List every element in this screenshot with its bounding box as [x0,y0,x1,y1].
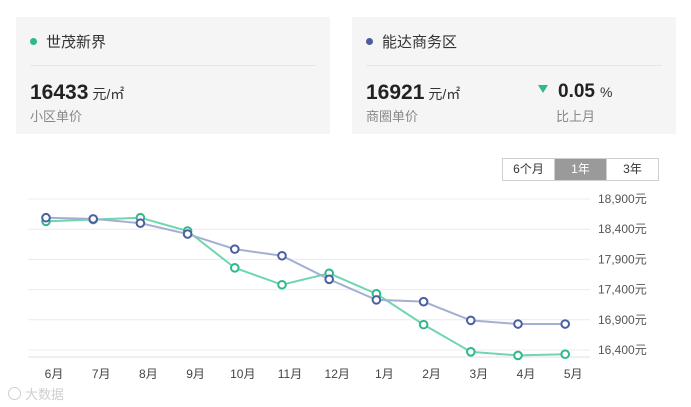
x-tick-label: 3月 [469,367,488,381]
series-2-point [41,212,51,223]
y-tick-label: 17,400元 [598,283,647,297]
tab-3-years[interactable]: 3年 [606,159,658,180]
community-legend-dot-icon [30,38,37,45]
district-price: 16921 元/㎡ [366,81,460,105]
community-price-card: 世茂新界 16433 元/㎡ 小区单价 [16,17,330,134]
series-2-point [560,319,571,329]
series-1-point [513,350,523,361]
month-change: 0.05 % [538,81,612,103]
series-1-point [466,347,476,357]
series-2-point [88,214,98,224]
watermark: 大数据 [8,384,64,403]
series-1-point [418,319,429,330]
community-price-label: 小区单价 [30,109,83,124]
tab-1-year[interactable]: 1年 [554,159,606,180]
district-price-label: 商圈单价 [366,109,419,124]
district-legend-dot-icon [366,38,373,45]
x-tick-label: 12月 [325,367,350,381]
x-tick-label: 5月 [564,367,583,381]
series-1-point [277,279,287,290]
x-tick-label: 11月 [278,367,302,381]
district-name: 能达商务区 [382,34,458,51]
district-title: 能达商务区 [366,31,457,52]
series-2-point [135,218,146,228]
y-tick-label: 16,400元 [598,343,647,357]
district-price-unit: 元/㎡ [428,86,461,102]
y-tick-label: 18,400元 [598,222,647,236]
community-price-unit: 元/㎡ [92,86,125,102]
tab-6-months[interactable]: 6个月 [503,159,554,180]
month-change-value: 0.05 [558,81,595,102]
series-2-point [513,319,523,329]
y-tick-label: 17,900元 [598,252,647,266]
series-2-point [230,244,240,254]
card-divider [366,65,662,66]
x-tick-label: 1月 [375,367,394,381]
down-triangle-icon [538,85,548,93]
community-price: 16433 元/㎡ [30,81,124,105]
x-tick-label: 10月 [230,367,255,381]
series-1-point [560,349,571,360]
series-2-point [277,250,287,261]
month-change-label: 比上月 [556,109,596,124]
x-tick-label: 7月 [92,367,111,381]
series-2-point [418,296,429,307]
y-tick-label: 18,900元 [598,192,647,206]
community-name: 世茂新界 [46,34,107,51]
x-tick-label: 9月 [186,367,205,381]
x-tick-label: 6月 [45,367,64,381]
x-tick-label: 4月 [517,367,536,381]
district-price-value: 16921 [366,81,425,104]
y-tick-label: 16,900元 [598,313,647,327]
series-1-point [230,263,240,273]
community-title: 世茂新界 [30,31,106,52]
series-line-1 [45,216,566,357]
watermark-logo-icon [8,387,21,400]
x-tick-label: 2月 [422,367,441,381]
x-tick-label: 8月 [139,367,158,381]
series-2-point [182,229,193,239]
month-change-unit: % [599,84,613,100]
series-line-2 [45,216,566,326]
series-2-point [324,274,335,285]
watermark-text: 大数据 [25,387,65,402]
series-2-point [466,315,476,326]
district-price-card: 能达商务区 16921 元/㎡ 商圈单价 0.05 % 比上月 [352,17,676,134]
community-price-value: 16433 [30,81,89,104]
period-tabs: 6个月 1年 3年 [502,158,659,181]
series-2-point [371,295,382,305]
card-divider [30,65,316,66]
